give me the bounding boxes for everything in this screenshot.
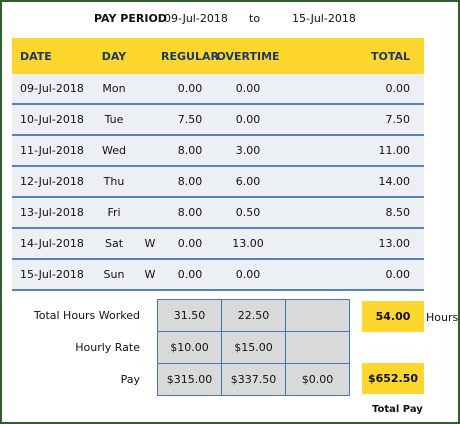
summary-cell — [285, 331, 350, 364]
summary-cell: $15.00 — [221, 331, 286, 364]
overtime-cell: 0.00 — [235, 113, 261, 126]
column-header: REGULAR — [161, 49, 219, 63]
total-cell: 11.00 — [378, 144, 411, 157]
date-cell: 15-Jul-2018 — [20, 268, 84, 281]
row-label: Hourly Rate — [75, 341, 140, 354]
total-cell: 14.00 — [378, 175, 411, 188]
overtime-cell: 3.00 — [235, 144, 261, 157]
total-cell: 7.50 — [385, 113, 411, 126]
table-row: 14-Jul-2018 Sat 0.00 13.00 13.00 W — [12, 229, 424, 260]
day-cell: Sat — [104, 237, 124, 250]
regular-cell: 0.00 — [177, 82, 203, 95]
overtime-cell: 0.50 — [235, 206, 261, 219]
summary-cell: 31.50 — [157, 299, 222, 332]
summary-cell: $0.00 — [285, 363, 350, 396]
table-row: 09-Jul-2018 Mon 0.00 0.00 0.00 — [12, 74, 424, 105]
regular-cell: 8.00 — [177, 175, 203, 188]
table-row: 11-Jul-2018 Wed 8.00 3.00 11.00 — [12, 136, 424, 167]
date-cell: 09-Jul-2018 — [20, 82, 84, 95]
total-cell: 0.00 — [385, 268, 411, 281]
row-label: Total Hours Worked — [33, 309, 140, 322]
overtime-cell: 0.00 — [235, 82, 261, 95]
period-end: 15-Jul-2018 — [292, 12, 356, 25]
overtime-cell: 6.00 — [235, 175, 261, 188]
column-header: OVERTIME — [216, 49, 280, 63]
regular-cell: 0.00 — [177, 237, 203, 250]
table-row: 15-Jul-2018 Sun 0.00 0.00 0.00 W — [12, 260, 424, 291]
regular-cell: 7.50 — [177, 113, 203, 126]
summary-cell: $315.00 — [157, 363, 222, 396]
total-cell: 0.00 — [385, 82, 411, 95]
overtime-cell: 0.00 — [235, 268, 261, 281]
date-cell: 11-Jul-2018 — [20, 144, 84, 157]
row-label: Pay — [120, 373, 140, 386]
weekend-flag: W — [144, 268, 156, 281]
total-pay-label: Total Pay — [372, 404, 423, 415]
column-header: DAY — [101, 49, 127, 63]
period-to: to — [249, 12, 261, 25]
day-cell: Wed — [102, 144, 126, 157]
regular-cell: 8.00 — [177, 144, 203, 157]
total-cell: 13.00 — [378, 237, 411, 250]
day-cell: Mon — [102, 82, 126, 95]
table-row: 12-Jul-2018 Thu 8.00 6.00 14.00 — [12, 167, 424, 198]
day-cell: Fri — [107, 206, 121, 219]
total-cell: 8.50 — [385, 206, 411, 219]
total-hours: 54.00 — [362, 301, 424, 332]
date-cell: 13-Jul-2018 — [20, 206, 84, 219]
date-cell: 12-Jul-2018 — [20, 175, 84, 188]
column-header: TOTAL — [370, 49, 410, 63]
summary-cell — [285, 299, 350, 332]
hours-unit: Hours — [426, 311, 459, 324]
regular-cell: 0.00 — [177, 268, 203, 281]
header-row: DATE DAY REGULAR OVERTIME TOTAL — [12, 38, 424, 74]
total-pay: $652.50 — [362, 363, 424, 394]
day-cell: Sun — [103, 268, 125, 281]
date-cell: 10-Jul-2018 — [20, 113, 84, 126]
regular-cell: 8.00 — [177, 206, 203, 219]
day-cell: Tue — [104, 113, 124, 126]
table: DATE DAY REGULAR OVERTIME TOTAL 09-Jul-2018 Mo… — [12, 38, 424, 291]
day-cell: Thu — [103, 175, 125, 188]
weekend-flag: W — [144, 237, 156, 250]
summary-cell: 22.50 — [221, 299, 286, 332]
summary-cell: $337.50 — [221, 363, 286, 396]
summary-cell: $10.00 — [157, 331, 222, 364]
overtime-cell: 13.00 — [232, 237, 264, 250]
period-start: 09-Jul-2018 — [164, 12, 228, 25]
column-header: DATE — [20, 49, 52, 63]
period-label: PAY PERIOD — [94, 12, 167, 25]
table-row: 10-Jul-2018 Tue 7.50 0.00 7.50 — [12, 105, 424, 136]
date-cell: 14-Jul-2018 — [20, 237, 84, 250]
table-row: 13-Jul-2018 Fri 8.00 0.50 8.50 — [12, 198, 424, 229]
